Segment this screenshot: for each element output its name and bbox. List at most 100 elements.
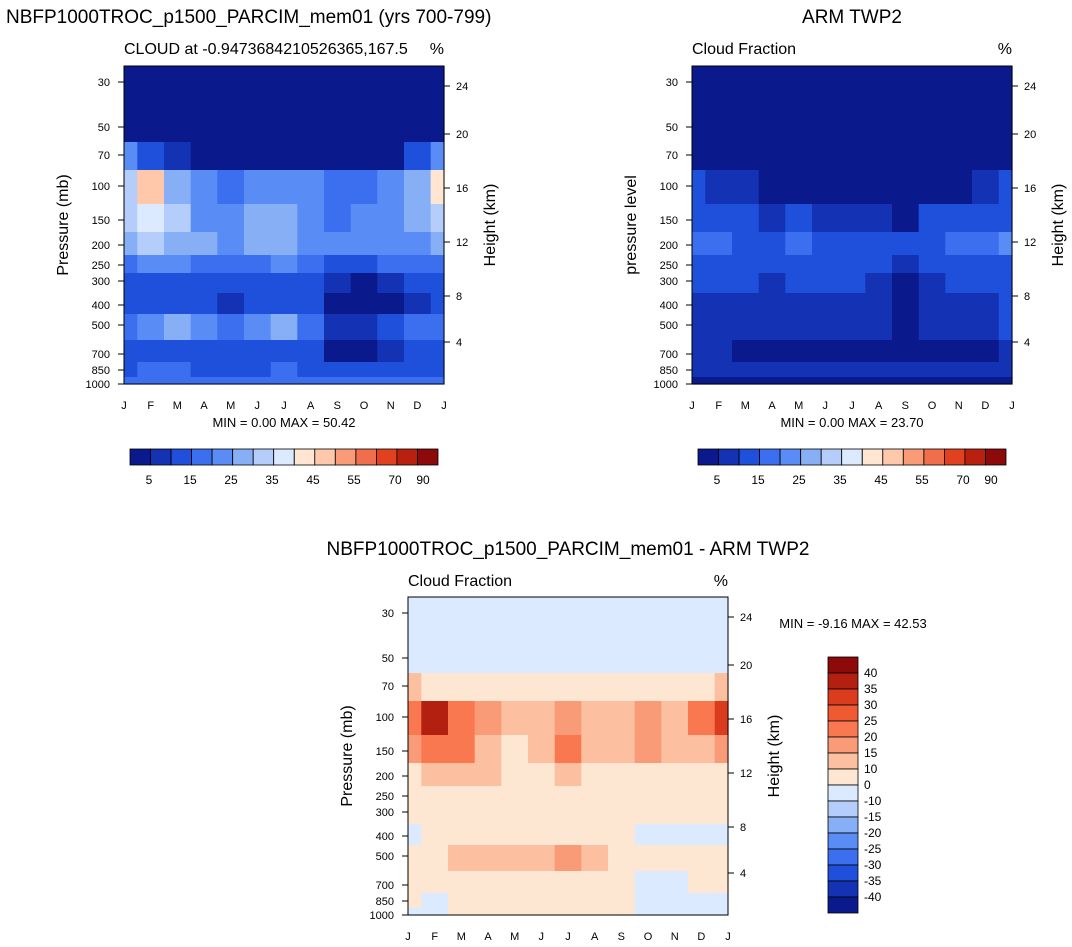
heatmap-cell xyxy=(297,106,325,143)
heatmap-cell xyxy=(377,377,405,385)
colorbar-label: 70 xyxy=(956,473,970,487)
heatmap-cell xyxy=(918,377,946,385)
heatmap-cell xyxy=(732,142,760,171)
heatmap-cell xyxy=(404,106,432,143)
colorbar-label: 15 xyxy=(751,473,765,487)
pressure-tick: 250 xyxy=(376,791,394,803)
heatmap-cell xyxy=(217,204,245,233)
heatmap-cell xyxy=(865,232,893,256)
heatmap-cell xyxy=(608,763,636,787)
colorbar-swatch xyxy=(841,448,863,466)
heatmap-cell xyxy=(350,204,378,233)
height-tick: 8 xyxy=(456,291,462,303)
heatmap-cell xyxy=(608,735,636,764)
heatmap-cell xyxy=(244,106,272,143)
panel-model-subtitle: CLOUD at -0.9473684210526365,167.5 xyxy=(124,41,408,58)
panel-model-pressure-tickmarks xyxy=(118,81,450,385)
heatmap-cell xyxy=(581,824,609,846)
heatmap-cell xyxy=(714,908,729,916)
heatmap-cell xyxy=(190,340,218,363)
heatmap-cell xyxy=(474,735,502,764)
pressure-tick: 100 xyxy=(92,181,110,193)
heatmap-cell xyxy=(581,673,609,702)
heatmap-cell xyxy=(448,824,476,846)
month-tick: A xyxy=(307,400,315,412)
heatmap-cell xyxy=(124,106,138,143)
pressure-tick: 200 xyxy=(376,771,394,783)
heatmap-cell xyxy=(918,66,946,107)
heatmap-cell xyxy=(785,273,813,294)
pressure-tick: 50 xyxy=(98,122,110,134)
colorbar-swatch xyxy=(800,448,822,466)
colorbar-swatch xyxy=(252,448,275,466)
heatmap-cell xyxy=(758,255,786,274)
heatmap-cell xyxy=(421,824,449,846)
heatmap-cell xyxy=(732,314,760,341)
heatmap-cell xyxy=(732,66,760,107)
colorbar-label: 15 xyxy=(183,473,197,487)
heatmap-cell xyxy=(350,255,378,274)
heatmap-cell xyxy=(421,701,449,736)
heatmap-cell xyxy=(608,786,636,805)
heatmap-cell xyxy=(972,255,1000,274)
heatmap-cell xyxy=(324,66,352,107)
heatmap-cell xyxy=(501,637,529,674)
heatmap-cell xyxy=(528,637,556,674)
colorbar-swatch xyxy=(759,448,781,466)
heatmap-cell xyxy=(501,824,529,846)
panel-obs-subtitle: Cloud Fraction xyxy=(692,41,796,58)
heatmap-cell xyxy=(865,377,893,385)
heatmap-cell xyxy=(865,204,893,233)
pressure-tick: 300 xyxy=(660,276,678,288)
month-tick: N xyxy=(387,400,395,412)
heatmap-cell xyxy=(688,871,716,894)
heatmap-cell xyxy=(812,362,840,378)
heatmap-cell xyxy=(404,273,432,294)
heatmap-cell xyxy=(217,142,245,171)
colorbar-swatch xyxy=(779,448,801,466)
heatmap-cell xyxy=(661,893,689,909)
pressure-tick: 50 xyxy=(382,653,394,665)
heatmap-cell xyxy=(190,106,218,143)
heatmap-cell xyxy=(190,362,218,378)
heatmap-cell xyxy=(377,273,405,294)
heatmap-cell xyxy=(661,597,689,638)
heatmap-cell xyxy=(124,377,138,385)
heatmap-cell xyxy=(244,293,272,315)
heatmap-cell xyxy=(732,170,760,205)
panel-diff-colorbar-labels: 40 35 30 25 20 15 10 0 -10 -15 -20 -25 -… xyxy=(864,666,882,904)
heatmap-cell xyxy=(758,204,786,233)
heatmap-cell xyxy=(972,170,1000,205)
heatmap-cell xyxy=(688,701,716,736)
heatmap-cell xyxy=(217,170,245,205)
heatmap-cell xyxy=(705,204,733,233)
month-tick: D xyxy=(981,400,989,412)
heatmap-cell xyxy=(190,377,218,385)
heatmap-cell xyxy=(350,232,378,256)
month-tick: A xyxy=(768,400,776,412)
heatmap-cell xyxy=(528,845,556,872)
heatmap-cell xyxy=(785,232,813,256)
heatmap-cell xyxy=(137,204,165,233)
heatmap-cell xyxy=(350,273,378,294)
heatmap-cell xyxy=(785,340,813,363)
heatmap-cell xyxy=(430,314,445,341)
heatmap-cell xyxy=(581,908,609,916)
panel-obs-frame xyxy=(691,65,1013,385)
heatmap-cell xyxy=(244,340,272,363)
height-tick: 24 xyxy=(1024,81,1036,93)
heatmap-cell xyxy=(865,106,893,143)
colorbar-label: -30 xyxy=(864,858,882,872)
panel-obs-units: % xyxy=(998,41,1012,58)
heatmap-cell xyxy=(972,314,1000,341)
heatmap-cell xyxy=(448,637,476,674)
pressure-tick: 100 xyxy=(376,712,394,724)
heatmap-cell xyxy=(377,106,405,143)
heatmap-cell xyxy=(421,673,449,702)
heatmap-cell xyxy=(865,170,893,205)
pressure-tick: 700 xyxy=(660,349,678,361)
month-tick: A xyxy=(200,400,208,412)
colorbar-swatch xyxy=(944,448,966,466)
colorbar-swatch xyxy=(417,448,439,466)
heatmap-cell xyxy=(137,377,165,385)
